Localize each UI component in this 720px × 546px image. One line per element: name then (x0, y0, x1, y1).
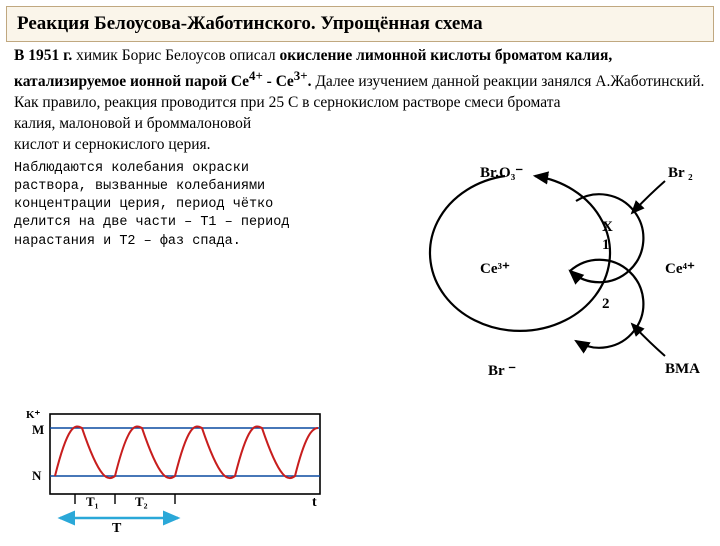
node-2: 2 (602, 296, 610, 313)
node-bma: BMA (665, 361, 700, 378)
node-1: 1 (602, 237, 610, 254)
lbl-t2: T₂ (135, 494, 148, 509)
node-x: X (602, 219, 613, 236)
lbl-T: T (112, 521, 122, 536)
cycle-svg (370, 151, 710, 421)
title-box: Реакция Белоусова-Жаботинского. Упрощённ… (6, 6, 714, 42)
paragraph-2: Наблюдаются колебания окраски раствора, … (14, 160, 304, 251)
oscillation-graph: K⁺ M N T₁ T₂ T t (20, 406, 340, 536)
lbl-t: t (312, 495, 317, 510)
lbl-ktop: K⁺ (26, 409, 41, 421)
node-bro3: Br.O₃⁻ (480, 163, 523, 182)
node-br2: Br ₂ (668, 165, 693, 182)
lbl-m: M (32, 422, 44, 437)
lbl-n: N (32, 468, 42, 483)
cycle-diagram: Br.O₃⁻ Br ₂ X 1 Ce³⁺ Ce⁴⁺ 2 Br ⁻ BMA (370, 151, 710, 421)
node-ce4: Ce⁴⁺ (665, 259, 695, 278)
node-brm: Br ⁻ (488, 361, 516, 380)
node-ce3: Ce³⁺ (480, 259, 510, 278)
graph-svg: K⁺ M N T₁ T₂ T t (20, 406, 340, 536)
paragraph-1: В 1951 г. химик Борис Белоусов описал ок… (14, 46, 706, 156)
page-title: Реакция Белоусова-Жаботинского. Упрощённ… (17, 13, 703, 35)
lbl-t1: T₁ (86, 494, 99, 509)
